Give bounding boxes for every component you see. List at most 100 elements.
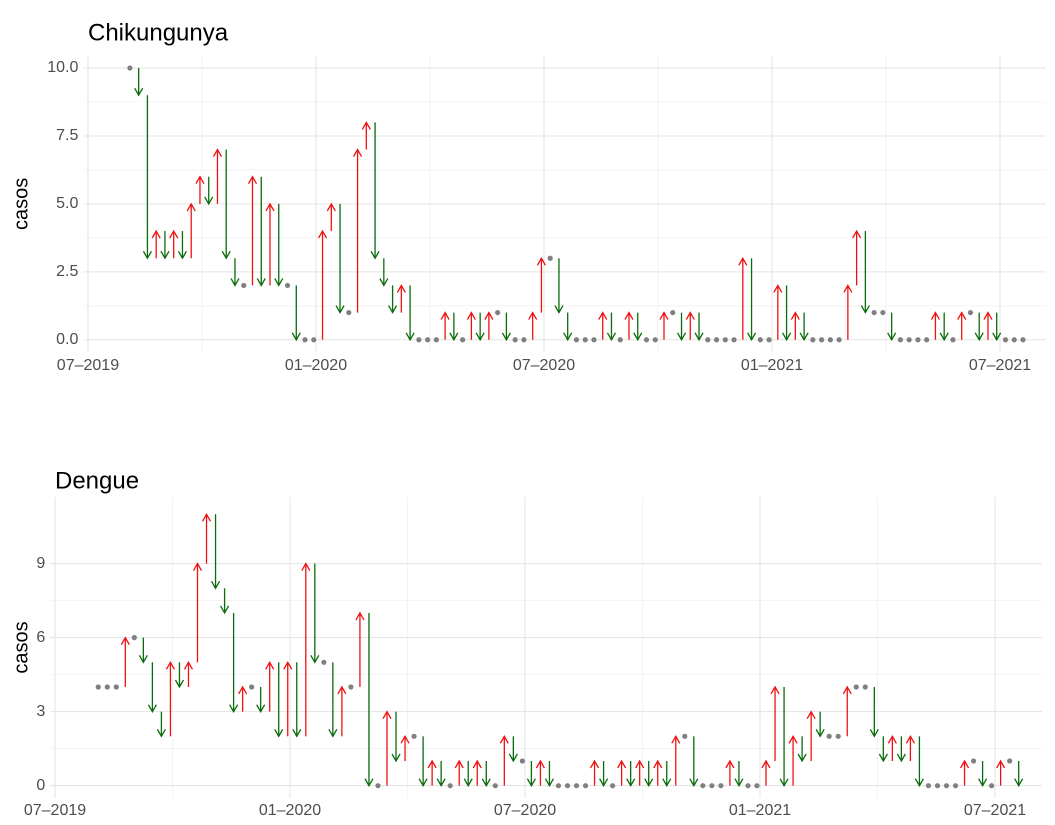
point [460, 337, 466, 343]
point [346, 309, 352, 316]
point [492, 783, 498, 789]
point [241, 282, 247, 289]
point [934, 783, 941, 789]
y-tick-label: 7.5 [56, 127, 78, 144]
point [582, 337, 588, 343]
x-tick-label: 01–2021 [729, 802, 791, 819]
point [113, 684, 119, 690]
point [573, 337, 580, 343]
point [713, 337, 720, 343]
point [104, 684, 110, 690]
x-tick-label: 01–2020 [285, 357, 347, 374]
point [302, 337, 308, 343]
point [564, 783, 571, 789]
y-tick-label: 6 [36, 629, 45, 646]
x-tick-label: 07–2019 [57, 357, 119, 374]
x-tick-label: 01–2020 [259, 802, 321, 819]
point [425, 337, 431, 343]
y-tick-label: 3 [36, 703, 45, 720]
point [915, 337, 921, 343]
point [95, 684, 101, 690]
point [591, 337, 597, 343]
point [700, 783, 706, 789]
point [826, 733, 832, 739]
point [519, 758, 525, 764]
panel [83, 55, 1046, 352]
point [967, 309, 974, 316]
point [1011, 337, 1017, 343]
x-tick-label: 07–2021 [964, 802, 1026, 819]
point [652, 337, 658, 343]
point [952, 783, 959, 789]
point [705, 337, 711, 343]
point [547, 255, 553, 261]
x-tick-label: 07–2021 [969, 357, 1031, 374]
point [416, 337, 422, 343]
point [835, 733, 841, 739]
point [836, 337, 842, 343]
point [495, 309, 501, 316]
point [682, 733, 688, 739]
point [617, 337, 623, 343]
chart-title: Dengue [55, 467, 139, 494]
y-tick-label: 10.0 [47, 59, 78, 76]
point [348, 684, 354, 690]
y-tick-label: 5.0 [56, 195, 78, 212]
point [284, 282, 291, 289]
x-tick-label: 07–2020 [494, 802, 556, 819]
point [718, 783, 724, 789]
x-tick-label: 01–2021 [741, 357, 803, 374]
point [249, 684, 255, 690]
point [127, 65, 133, 71]
y-tick-label: 0.0 [56, 331, 78, 348]
point [573, 783, 580, 789]
point [433, 337, 439, 343]
y-tick-label: 0 [36, 777, 45, 794]
y-tick-label: 9 [36, 555, 45, 572]
point [754, 783, 760, 789]
point [512, 337, 518, 343]
point [970, 758, 977, 764]
point [989, 783, 995, 789]
point [819, 337, 825, 343]
point [924, 337, 930, 343]
point [897, 337, 904, 343]
point [411, 733, 417, 739]
point [950, 337, 956, 343]
point [880, 309, 886, 316]
point [722, 337, 728, 343]
y-axis-title: casos [10, 621, 32, 673]
point [555, 783, 562, 789]
point [766, 337, 772, 343]
y-tick-label: 2.5 [56, 263, 78, 280]
point [906, 337, 912, 343]
point [871, 309, 877, 316]
point [311, 337, 317, 343]
point [731, 337, 737, 343]
point [745, 783, 751, 789]
point [709, 783, 715, 789]
point [810, 337, 816, 343]
point [131, 635, 137, 641]
x-tick-label: 07–2020 [513, 357, 575, 374]
point [447, 783, 453, 789]
panel [50, 497, 1042, 798]
point [521, 337, 527, 343]
point [321, 659, 327, 665]
point [582, 783, 589, 789]
point [925, 783, 932, 789]
point [862, 684, 868, 690]
point [757, 337, 763, 343]
point [610, 783, 616, 789]
x-tick-label: 07–2019 [24, 802, 86, 819]
chart-title: Chikungunya [88, 19, 229, 46]
point [1002, 337, 1009, 343]
point [1007, 758, 1013, 764]
point [643, 337, 650, 343]
point [827, 337, 833, 343]
point [853, 684, 859, 690]
point [943, 783, 950, 789]
y-axis-title: casos [10, 178, 32, 230]
